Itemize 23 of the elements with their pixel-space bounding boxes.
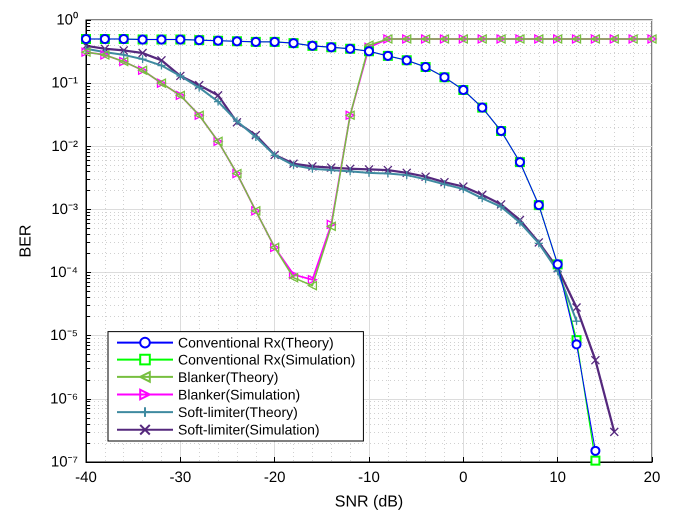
legend-label: Soft-limiter(Simulation) <box>178 422 320 438</box>
x-tick-label: 10 <box>549 469 566 486</box>
y-tick-label: 10⁻⁶ <box>50 390 78 408</box>
y-tick-label: 10⁻⁵ <box>50 327 78 344</box>
y-tick-label: 10⁰ <box>56 12 78 28</box>
legend-label: Conventional Rx(Theory) <box>178 334 334 351</box>
y-tick-label: 10⁻³ <box>51 200 78 218</box>
x-tick-label: 0 <box>459 469 468 486</box>
x-axis-title: SNR (dB) <box>334 494 404 510</box>
x-tick-label: -10 <box>358 469 380 486</box>
y-axis-title: BER <box>18 224 34 258</box>
x-tick-label: -40 <box>75 469 97 486</box>
legend-label: Blanker(Theory) <box>178 368 278 385</box>
x-tick-label: -20 <box>264 469 286 486</box>
x-tick-label: -30 <box>169 469 192 486</box>
legend-label: Conventional Rx(Simulation) <box>178 352 356 368</box>
x-tick-label: 20 <box>644 469 660 486</box>
legend-label: Soft-limiter(Theory) <box>178 404 298 420</box>
y-tick-label: 10⁻² <box>51 138 78 155</box>
legend-label: Blanker(Simulation) <box>178 386 300 402</box>
y-tick-label: 10⁻⁷ <box>50 454 78 470</box>
y-tick-label: 10⁻⁴ <box>50 264 78 282</box>
y-tick-label: 10⁻¹ <box>51 74 78 92</box>
